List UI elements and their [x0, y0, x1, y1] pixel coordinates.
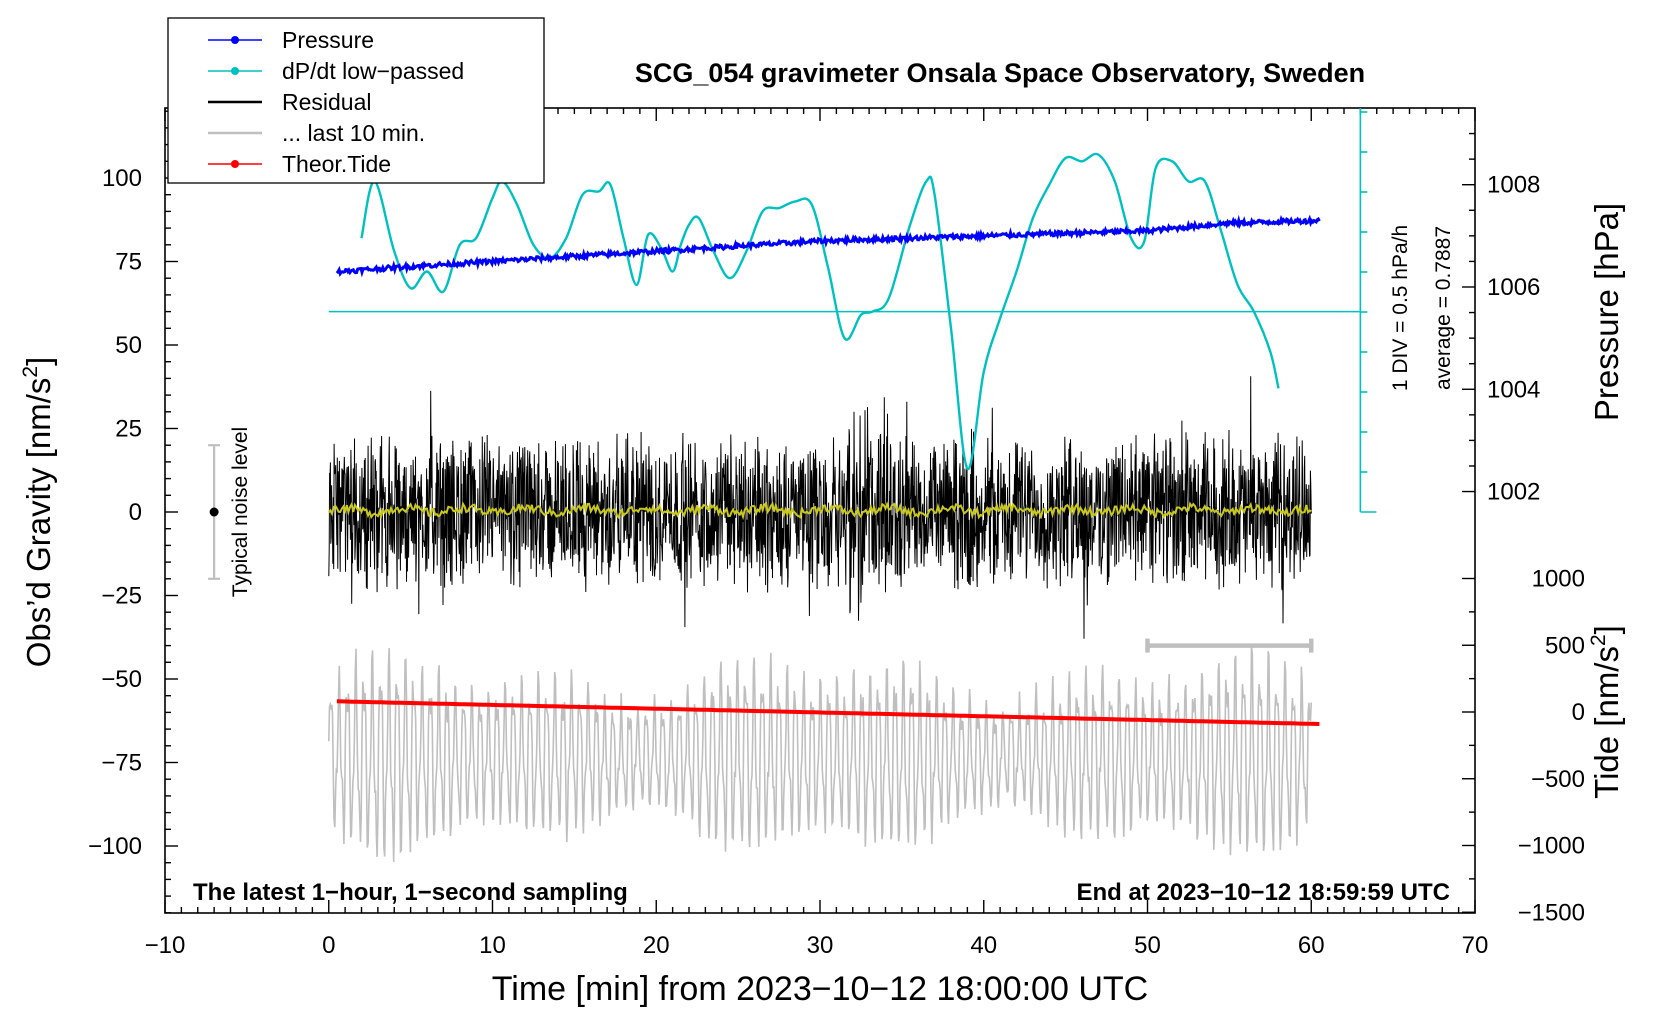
y-tick-label: −25	[101, 583, 142, 610]
tide-line	[336, 699, 1320, 726]
x-tick-label: −10	[145, 932, 186, 959]
dpdt-div-scale	[1359, 108, 1377, 513]
series-theor-tide	[336, 699, 1320, 726]
legend: Pressure dP/dt low−passed Residual ... last…	[167, 17, 545, 184]
y-axis-label-gravity-sup: 2	[19, 366, 42, 378]
y-tick-label: −75	[101, 750, 142, 777]
tide-tick-label: 0	[1572, 699, 1585, 726]
series-pressure	[335, 214, 1321, 278]
x-tick-label: 50	[1134, 932, 1161, 959]
y-tick-label: 100	[102, 165, 142, 192]
legend-box	[167, 17, 545, 184]
series-dpdt-low-passed	[328, 152, 1361, 470]
series-residual	[328, 376, 1312, 639]
y-axis-gravity: 100 75 50 25 0 −25 −50 −75 −100	[88, 110, 178, 914]
noise-bar-center-dot	[209, 507, 219, 517]
x-tick-label: 70	[1462, 932, 1489, 959]
legend-label: Residual	[282, 89, 372, 115]
x-tick-label: 30	[807, 932, 834, 959]
tide-tick-label: −500	[1531, 766, 1585, 793]
y-axis-label-tide-sup: 2	[1587, 634, 1610, 646]
legend-marker	[231, 67, 239, 75]
legend-label: ... last 10 min.	[282, 120, 425, 146]
tide-tick-label: −1500	[1518, 899, 1585, 926]
legend-label: Theor.Tide	[282, 151, 391, 177]
legend-label: Pressure	[282, 27, 374, 53]
y-axis-label-pressure: Pressure [hPa]	[1588, 203, 1625, 421]
pressure-tick-label: 1004	[1487, 376, 1540, 403]
y-axis-label-tide: Tide [nm/s2]	[1587, 625, 1625, 799]
tide-tick-label: 500	[1545, 632, 1585, 659]
y-tick-label: −50	[101, 666, 142, 693]
last-10-min-bar	[1145, 638, 1314, 653]
residual-line	[328, 376, 1312, 639]
pressure-tick-label: 1008	[1487, 172, 1540, 199]
x-tick-label: 10	[479, 932, 506, 959]
div-scale-label: 1 DIV = 0.5 hPa/h	[1389, 225, 1412, 391]
y-axis-label-gravity-close: ]	[20, 357, 57, 366]
x-axis: −10 0 10 20 30 40 50 60 70	[145, 108, 1489, 959]
chart-title: SCG_054 gravimeter Onsala Space Observat…	[635, 58, 1365, 88]
y-axis-label-gravity-text: Obs’d Gravity [nm/s	[20, 378, 57, 668]
residual-smoothed-line	[328, 501, 1312, 521]
y-axis-tide: 1000 500 0 −500 −1000 −1500	[1462, 566, 1585, 926]
y-axis-label-tide-close: ]	[1588, 625, 1625, 634]
x-axis-label: Time [min] from 2023−10−12 18:00:00 UTC	[492, 970, 1148, 1008]
dpdt-line	[360, 152, 1280, 470]
end-time-annotation: End at 2023−10−12 18:59:59 UTC	[1076, 879, 1450, 906]
last10-line	[328, 646, 1313, 862]
y-tick-label: 50	[115, 332, 142, 359]
tide-tick-label: 1000	[1532, 566, 1585, 593]
tide-tick-label: −1000	[1518, 833, 1585, 860]
y-axis-label-gravity: Obs’d Gravity [nm/s2]	[19, 357, 57, 668]
y-tick-label: 75	[115, 249, 142, 276]
y-tick-label: 25	[115, 416, 142, 443]
typical-noise-label: Typical noise level	[229, 427, 252, 597]
pressure-tick-label: 1002	[1487, 479, 1540, 506]
sampling-annotation: The latest 1−hour, 1−second sampling	[193, 879, 628, 906]
x-tick-label: 20	[643, 932, 670, 959]
legend-marker	[231, 160, 239, 168]
pressure-tick-label: 1006	[1487, 274, 1540, 301]
legend-marker	[231, 36, 239, 44]
average-label: average = 0.7887	[1432, 226, 1455, 390]
series-last-10-min	[328, 646, 1313, 862]
y-axis-label-tide-text: Tide [nm/s	[1588, 646, 1625, 799]
y-tick-label: −100	[88, 833, 142, 860]
y-axis-pressure: 1008 1006 1004 1002	[1462, 132, 1540, 506]
x-tick-label: 40	[970, 932, 997, 959]
y-tick-label: 0	[129, 499, 142, 526]
typical-noise-bar	[208, 444, 221, 580]
legend-label: dP/dt low−passed	[282, 58, 464, 84]
x-tick-label: 60	[1298, 932, 1325, 959]
pressure-line	[335, 214, 1321, 278]
x-tick-label: 0	[322, 932, 335, 959]
series-residual-smoothed	[328, 501, 1312, 521]
